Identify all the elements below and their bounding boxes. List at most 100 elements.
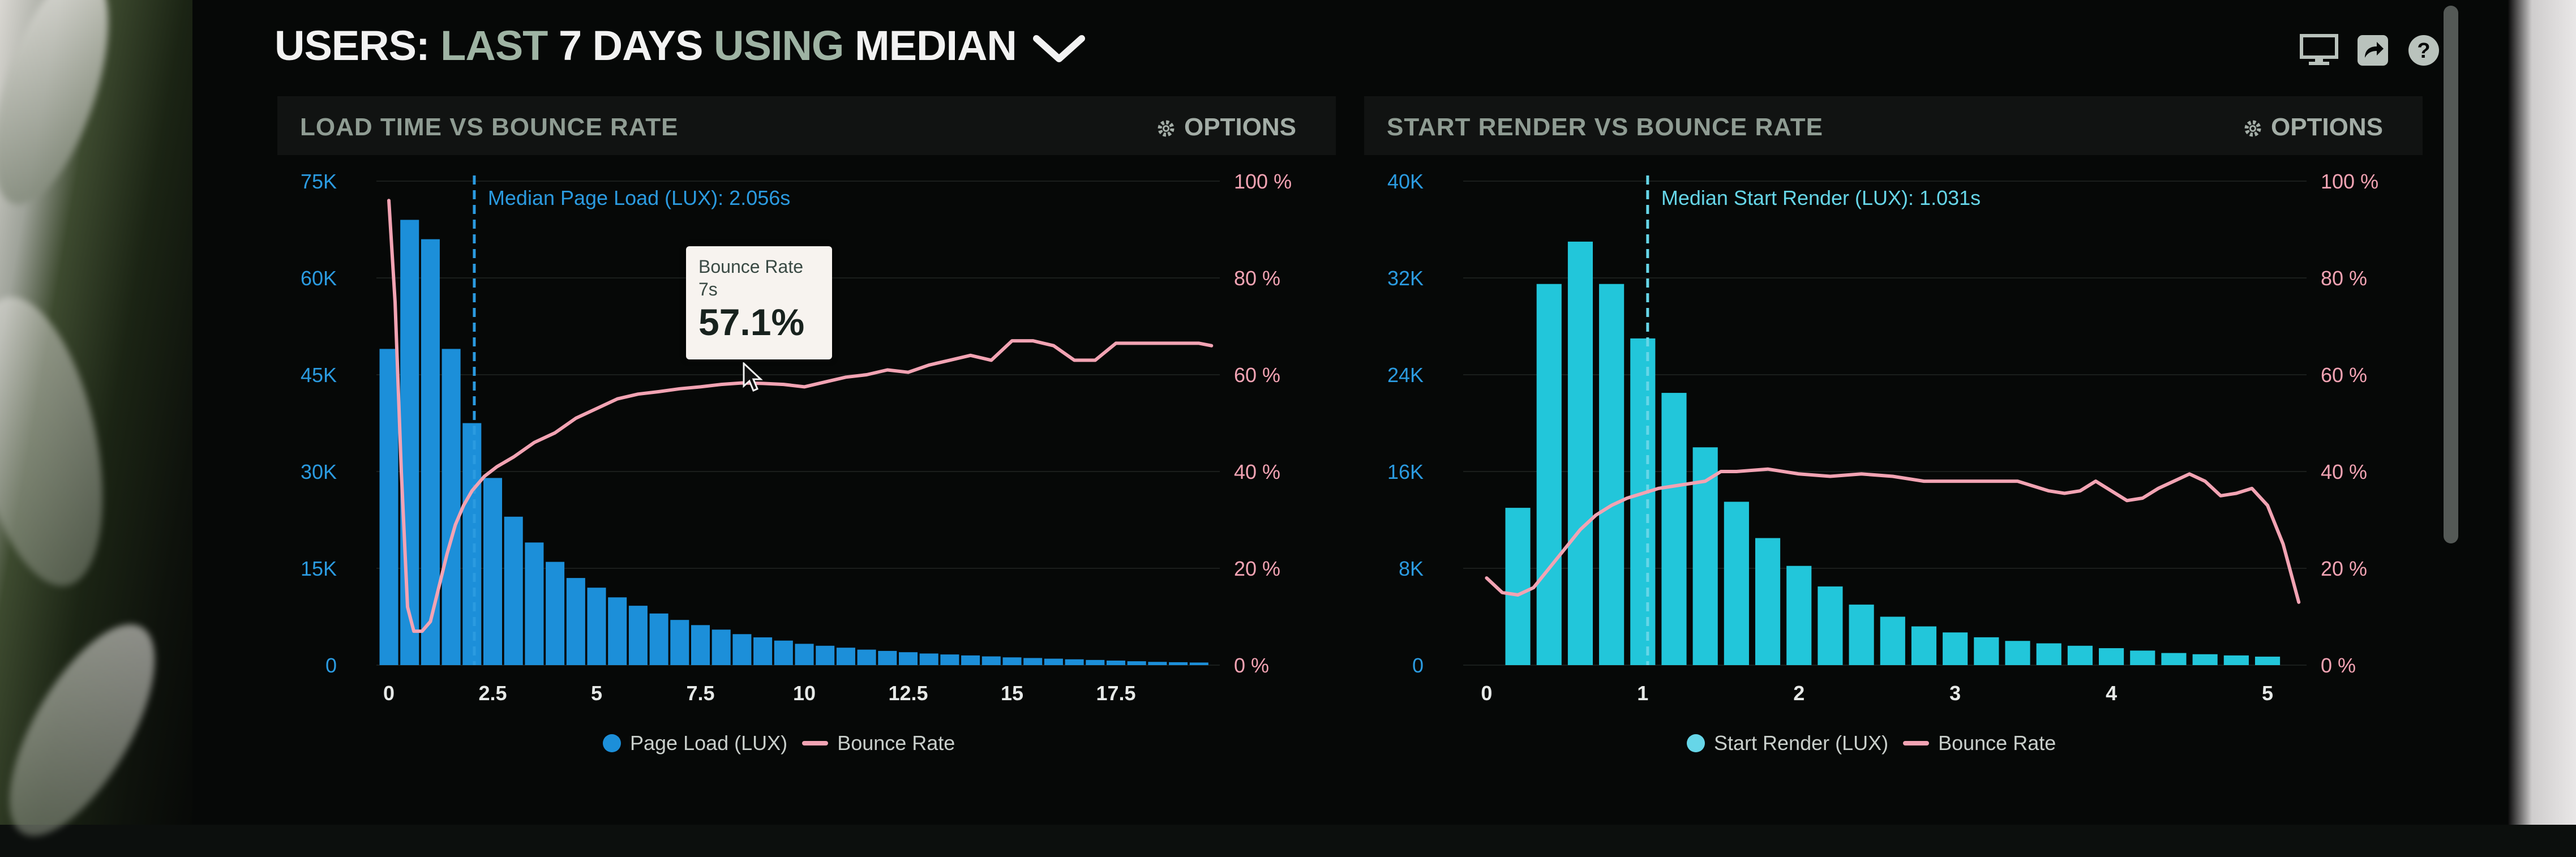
bar: [795, 644, 814, 665]
bar: [2130, 650, 2155, 665]
title-last: LAST: [440, 22, 548, 69]
panel-load-time: LOAD TIME VS BOUNCE RATE OPTIONS 0 15K 30K…: [277, 96, 1336, 809]
bar: [961, 655, 980, 665]
bar: [1567, 241, 1593, 665]
vertical-scrollbar[interactable]: [2444, 6, 2458, 543]
y-tick-label: 0: [1412, 654, 1424, 677]
bar: [940, 654, 959, 665]
panel-title: LOAD TIME VS BOUNCE RATE: [300, 113, 679, 141]
y-tick-label: 75K: [301, 170, 337, 193]
chart-legend: Start Render (LUX) Bounce Rate: [1687, 731, 2056, 755]
x-tick-label: 0: [1481, 682, 1492, 705]
plant-leaf: [0, 285, 126, 598]
legend-item[interactable]: Page Load (LUX): [603, 731, 787, 755]
chart-load-time: 0 15K 30K 45K 60K 75K 0 % 20 % 40 % 60 % 80 % 100 %…: [301, 170, 1292, 705]
y-tick-label: 8K: [1399, 557, 1424, 580]
bar: [400, 220, 419, 665]
bounce-rate-line: [387, 199, 1214, 633]
tooltip-value: 57.1%: [698, 301, 805, 343]
title-days: 7 DAYS: [558, 22, 704, 69]
legend-item[interactable]: Bounce Rate: [802, 731, 955, 755]
bar: [1002, 657, 1022, 665]
x-tick-label: 5: [591, 682, 602, 705]
background-plant: [0, 0, 192, 857]
legend-line-swatch: [802, 741, 829, 745]
monitor-bezel: [2508, 0, 2576, 825]
bar: [1189, 662, 1208, 665]
x-tick-label: 1: [1637, 682, 1648, 705]
chart-tooltip: Bounce Rate 7s 57.1%: [686, 246, 832, 359]
legend-item[interactable]: Start Render (LUX): [1687, 731, 1888, 755]
svg-text:?: ?: [2417, 39, 2430, 63]
legend-bar-swatch: [603, 734, 621, 752]
panel-title: START RENDER VS BOUNCE RATE: [1387, 113, 1823, 141]
y-tick-label: 40K: [1387, 170, 1424, 193]
x-tick-label: 4: [2106, 682, 2117, 705]
x-tick-label: 2: [1793, 682, 1805, 705]
x-tick-label: 17.5: [1096, 682, 1135, 705]
bar: [691, 625, 710, 665]
bar: [1106, 661, 1126, 665]
y-tick-label: 32K: [1387, 267, 1424, 290]
y2-tick-label: 60 %: [1234, 363, 1280, 387]
y2-tick-label: 60 %: [2321, 363, 2367, 387]
bar: [587, 588, 606, 665]
bar: [1880, 616, 1905, 665]
plant-leaf: [0, 0, 132, 218]
chevron-down-icon[interactable]: [1033, 33, 1086, 65]
bar: [1849, 605, 1874, 665]
bar: [670, 620, 689, 665]
help-icon[interactable]: ?: [2407, 34, 2440, 67]
page-title[interactable]: USERS: LAST 7 DAYS USING MEDIAN: [275, 22, 1086, 70]
bar: [898, 652, 918, 665]
legend-line-swatch: [1903, 741, 1930, 745]
bar: [1943, 632, 1968, 665]
bar: [836, 648, 855, 665]
bar: [1724, 502, 1749, 665]
bar: [1974, 637, 1999, 665]
y2-tick-label: 80 %: [2321, 267, 2367, 290]
gear-icon: [1158, 120, 1175, 137]
legend-label: Bounce Rate: [1938, 731, 2056, 755]
bar: [379, 349, 398, 665]
bar: [1065, 659, 1084, 665]
legend-item[interactable]: Bounce Rate: [1903, 731, 2056, 755]
bar: [1630, 338, 1656, 665]
x-tick-label: 0: [383, 682, 395, 705]
bar: [462, 423, 482, 665]
y-tick-label: 30K: [301, 460, 337, 483]
bar: [2005, 641, 2030, 665]
bar: [2067, 645, 2093, 665]
desktop-icon[interactable]: [2300, 34, 2338, 67]
tooltip-label: Bounce Rate: [698, 256, 804, 277]
share-icon[interactable]: [2356, 34, 2389, 67]
x-tick-label: 3: [1949, 682, 1961, 705]
y-tick-label: 24K: [1387, 363, 1424, 387]
bar: [1505, 508, 1531, 665]
bar: [608, 597, 627, 665]
y2-tick-label: 20 %: [1234, 557, 1280, 580]
bar: [732, 634, 752, 665]
panel-start-render: START RENDER VS BOUNCE RATE OPTIONS 0 8K 1…: [1364, 96, 2423, 809]
bar: [753, 637, 773, 665]
bar: [1536, 284, 1562, 665]
x-tick-label: 7.5: [686, 682, 714, 705]
y2-tick-label: 0 %: [2321, 654, 2356, 677]
dashboard-screen: USERS: LAST 7 DAYS USING MEDIAN ? LOAD T…: [192, 0, 2508, 825]
plant-leaf: [0, 603, 183, 857]
gear-icon: [2244, 120, 2261, 137]
bar: [1169, 662, 1188, 665]
options-button[interactable]: OPTIONS: [1156, 113, 1296, 142]
legend-label: Page Load (LUX): [630, 731, 788, 755]
options-label: OPTIONS: [1184, 113, 1296, 141]
y-tick-label: 60K: [301, 267, 337, 290]
bar: [546, 562, 565, 665]
tooltip-x: 7s: [698, 279, 718, 299]
bar: [1661, 393, 1687, 665]
bar: [2036, 643, 2061, 665]
bar: [1086, 659, 1105, 665]
header-actions: ?: [2300, 34, 2440, 67]
options-button[interactable]: OPTIONS: [2243, 113, 2383, 142]
y2-tick-label: 0 %: [1234, 654, 1269, 677]
bar: [2254, 657, 2281, 665]
